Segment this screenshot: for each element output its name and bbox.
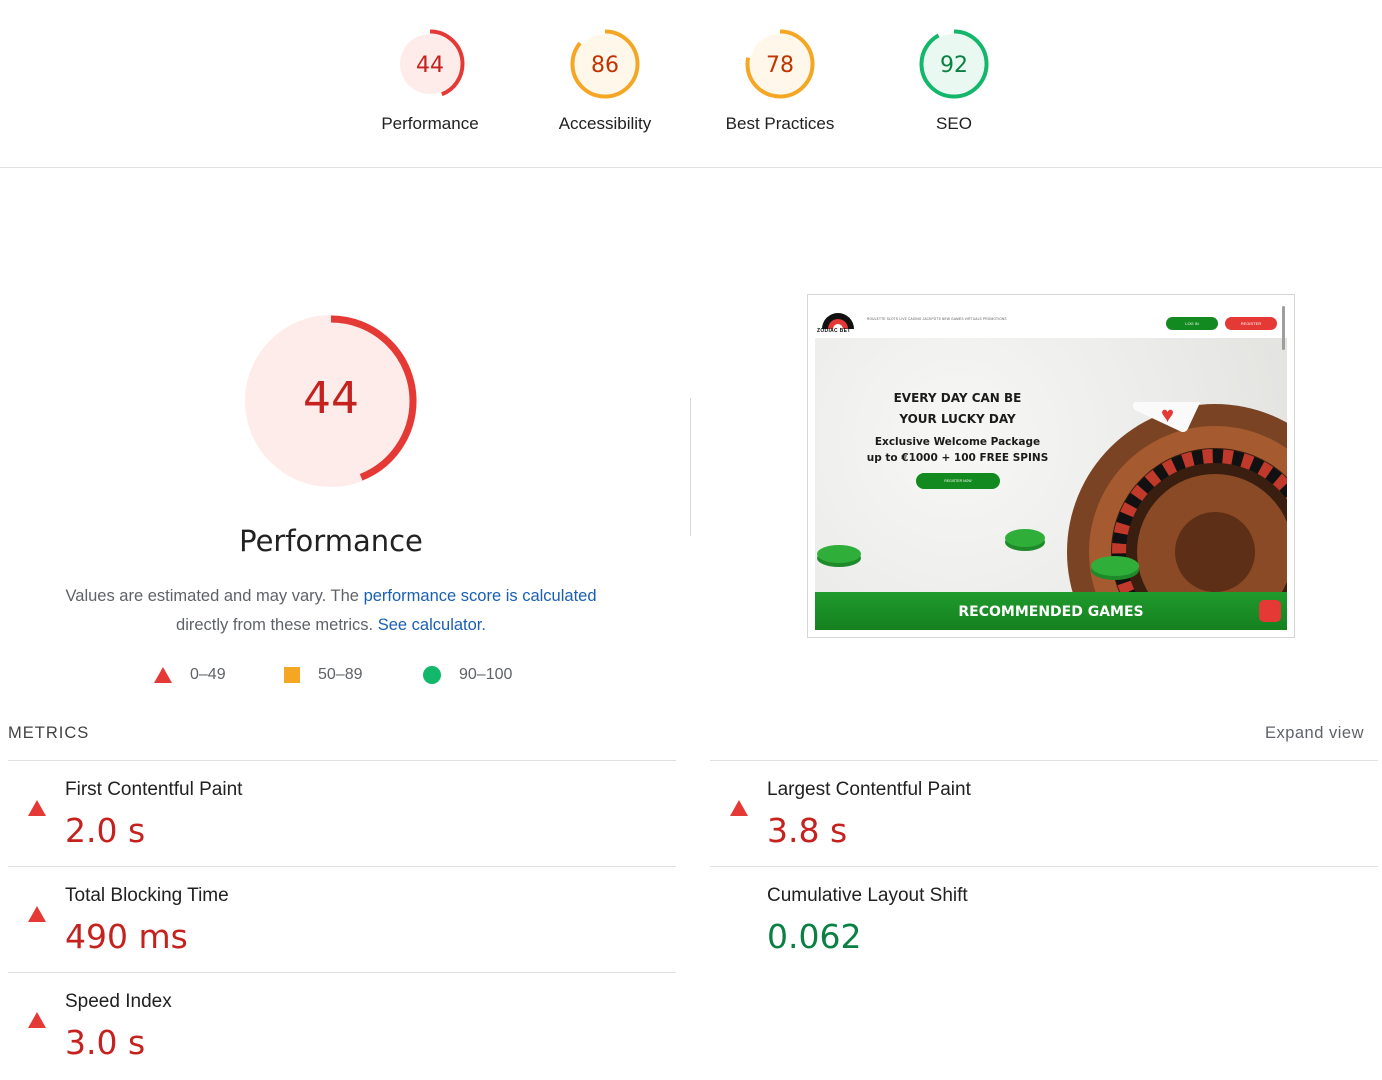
fail-triangle-icon xyxy=(28,889,46,922)
see-calculator-link[interactable]: See calculator. xyxy=(377,616,486,634)
screenshot-hero: ♥ EVERY DAY CAN BE YOUR LUCKY DAY Exclus… xyxy=(815,338,1287,630)
performance-title: Performance xyxy=(239,524,423,558)
metric-total-blocking-time: Total Blocking Time 490 ms xyxy=(8,866,676,972)
chat-icon xyxy=(1259,600,1281,622)
category-gauges: 44 Performance 86 Accessibility 78 Best … xyxy=(0,0,1382,168)
best-practices-score: 78 xyxy=(766,53,794,78)
performance-score: 44 xyxy=(416,53,444,78)
zodiac-bet-logo xyxy=(822,313,854,329)
metric-largest-contentful-paint: Largest Contentful Paint 3.8 s xyxy=(710,760,1378,866)
screenshot-navbar: ZODIAC BET ROULETTE SLOTS LIVE CASINO JA… xyxy=(815,302,1287,350)
metric-value: 0.062 xyxy=(767,917,862,956)
average-square-icon xyxy=(284,667,300,683)
performance-gauge-ring: 44 xyxy=(395,29,465,99)
metric-value: 3.0 s xyxy=(65,1023,146,1062)
performance-description: Values are estimated and may vary. The p… xyxy=(40,582,622,640)
legend-fail: 0–49 xyxy=(154,666,226,684)
recommended-games-bar: RECOMMENDED GAMES xyxy=(815,592,1287,630)
best-practices-gauge-ring: 78 xyxy=(745,29,815,99)
screenshot-scrollbar xyxy=(1282,306,1285,350)
performance-big-gauge-arc xyxy=(245,315,417,487)
hero-headline: EVERY DAY CAN BE YOUR LUCKY DAY xyxy=(835,388,1080,430)
metric-value: 3.8 s xyxy=(767,811,848,850)
desc-text-1: Values are estimated and may vary. The xyxy=(65,587,364,605)
vertical-divider xyxy=(690,398,691,536)
hero-sub-line1: Exclusive Welcome Package xyxy=(874,436,1041,448)
desc-text-2: directly from these metrics. xyxy=(176,616,378,634)
performance-big-gauge-fill xyxy=(245,315,417,487)
hero-headline-line2: YOUR LUCKY DAY xyxy=(899,412,1016,426)
performance-big-score: 44 xyxy=(303,373,359,424)
gauge-accessibility[interactable]: 86 Accessibility xyxy=(535,28,675,134)
legend-pass-range: 90–100 xyxy=(459,666,513,683)
accessibility-gauge-ring: 86 xyxy=(570,29,640,99)
performance-big-gauge: 44 xyxy=(245,315,417,487)
gauge-performance[interactable]: 44 Performance xyxy=(360,28,500,134)
fail-triangle-icon xyxy=(28,995,46,1028)
expand-view-toggle[interactable]: Expand view xyxy=(1264,724,1364,742)
register-now-button: REGISTER NOW xyxy=(916,473,1000,489)
final-screenshot[interactable]: ♥ EVERY DAY CAN BE YOUR LUCKY DAY Exclus… xyxy=(807,294,1295,638)
seo-label: SEO xyxy=(936,114,972,133)
metric-label: Speed Index xyxy=(65,991,172,1012)
pass-circle-icon xyxy=(423,666,441,684)
poker-chips-image xyxy=(817,545,861,567)
fail-triangle-icon xyxy=(730,783,748,816)
hero-headline-line1: EVERY DAY CAN BE xyxy=(893,391,1022,405)
screenshot-login-button: LOG IN xyxy=(1166,317,1218,330)
hero-subheading: Exclusive Welcome Package up to €1000 + … xyxy=(835,434,1080,466)
legend-fail-range: 0–49 xyxy=(190,666,226,683)
best-practices-label: Best Practices xyxy=(725,114,835,133)
seo-gauge-ring: 92 xyxy=(919,29,989,99)
legend-pass: 90–100 xyxy=(423,666,512,684)
metric-cumulative-layout-shift: Cumulative Layout Shift 0.062 xyxy=(710,866,1378,972)
score-calculated-link[interactable]: performance score is calculated xyxy=(363,587,597,605)
roulette-wheel-image: ♥ xyxy=(1067,402,1287,630)
seo-score: 92 xyxy=(940,53,968,78)
accessibility-label: Accessibility xyxy=(558,114,652,133)
fail-triangle-icon xyxy=(154,667,172,683)
recommended-games-label: RECOMMENDED GAMES xyxy=(958,604,1144,620)
screenshot-content: ♥ EVERY DAY CAN BE YOUR LUCKY DAY Exclus… xyxy=(815,302,1287,630)
fail-triangle-icon xyxy=(28,783,46,816)
metric-label: Largest Contentful Paint xyxy=(767,779,971,800)
gauge-best-practices[interactable]: 78 Best Practices xyxy=(710,28,850,134)
poker-chip-small-image xyxy=(1005,529,1045,551)
legend-average: 50–89 xyxy=(284,666,363,684)
metric-speed-index: Speed Index 3.0 s xyxy=(8,972,676,1078)
legend-average-range: 50–89 xyxy=(318,666,363,683)
svg-text:♥: ♥ xyxy=(1161,402,1174,427)
metric-label: Total Blocking Time xyxy=(65,885,229,906)
screenshot-register-button: REGISTER xyxy=(1225,317,1277,330)
metrics-heading: METRICS xyxy=(8,724,90,742)
accessibility-score: 86 xyxy=(591,53,619,78)
screenshot-nav-links: ROULETTE SLOTS LIVE CASINO JACKPOTS NEW … xyxy=(867,317,1007,321)
logo-text: ZODIAC BET xyxy=(817,328,851,334)
metric-value: 490 ms xyxy=(65,917,188,956)
metric-label: Cumulative Layout Shift xyxy=(767,885,968,906)
metric-first-contentful-paint: First Contentful Paint 2.0 s xyxy=(8,760,676,866)
metric-label: First Contentful Paint xyxy=(65,779,243,800)
gauge-seo[interactable]: 92 SEO xyxy=(884,28,1024,134)
performance-label: Performance xyxy=(381,114,479,133)
hero-sub-line2: up to €1000 + 100 FREE SPINS xyxy=(866,452,1049,464)
metric-value: 2.0 s xyxy=(65,811,146,850)
